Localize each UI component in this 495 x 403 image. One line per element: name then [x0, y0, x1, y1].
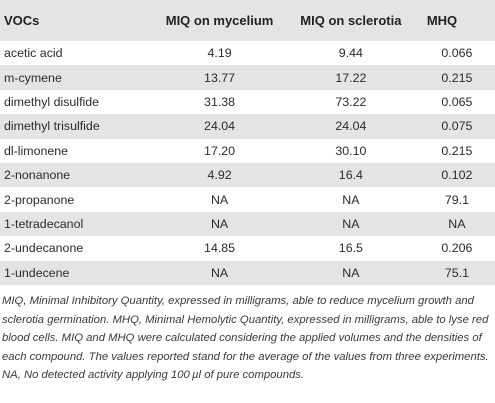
- cell-mhq: 0.075: [441, 119, 473, 134]
- header-miq-sclerotia: MIQ on sclerotia: [300, 13, 402, 28]
- cell-miq-mycelium: 24.04: [204, 119, 236, 134]
- cell-miq-mycelium: NA: [210, 216, 229, 231]
- cell-mhq: 75.1: [444, 265, 469, 280]
- voc-activity-table: VOCs MIQ on mycelium MIQ on sclerotia MH…: [0, 0, 495, 285]
- header-row: VOCs MIQ on mycelium MIQ on sclerotia MH…: [0, 0, 495, 41]
- cell-miq-sclerotia: NA: [342, 216, 360, 231]
- cell-voc: 2-undecanone: [4, 241, 84, 256]
- table-caption: MIQ, Minimal Inhibitory Quantity, expres…: [2, 292, 492, 385]
- cell-miq-sclerotia: 9.44: [338, 46, 363, 61]
- cell-miq-mycelium: 31.38: [204, 94, 236, 109]
- cell-miq-sclerotia: 30.10: [335, 143, 367, 158]
- table-row: 1-tetradecanol NA NA NA: [0, 211, 495, 237]
- cell-voc: 2-propanone: [4, 192, 75, 207]
- cell-miq-mycelium: NA: [210, 192, 229, 207]
- table-row: 2-propanone NA NA 79.1: [0, 187, 495, 211]
- cell-voc: 1-tetradecanol: [4, 216, 84, 231]
- table-row: dimethyl disulfide 31.38 73.22 0.065: [0, 90, 495, 114]
- cell-miq-mycelium: 4.92: [207, 168, 232, 183]
- cell-miq-sclerotia: NA: [342, 265, 360, 280]
- cell-mhq: 79.1: [444, 192, 469, 207]
- table-row: m-cymene 13.77 17.22 0.215: [0, 65, 495, 90]
- cell-mhq: 0.065: [441, 94, 473, 109]
- table-row: dimethyl trisulfide 24.04 24.04 0.075: [0, 114, 495, 139]
- cell-voc: dimethyl trisulfide: [4, 119, 100, 134]
- cell-mhq: 0.215: [441, 70, 473, 85]
- cell-miq-sclerotia: 24.04: [335, 119, 367, 134]
- table-row: acetic acid 4.19 9.44 0.066: [0, 41, 495, 65]
- cell-miq-sclerotia: 16.4: [338, 168, 363, 183]
- cell-mhq: 0.206: [441, 241, 473, 256]
- cell-miq-sclerotia: 17.22: [335, 70, 367, 85]
- table-body: acetic acid 4.19 9.44 0.066 m-cymene 13.77 17.…: [0, 41, 495, 285]
- cell-miq-sclerotia: 73.22: [335, 94, 367, 109]
- cell-voc: dl-limonene: [4, 143, 69, 158]
- header-miq-mycelium: MIQ on mycelium: [165, 13, 274, 28]
- cell-miq-mycelium: 17.20: [204, 143, 236, 158]
- caption-text: MIQ, Minimal Inhibitory Quantity, expres…: [2, 295, 489, 381]
- cell-miq-mycelium: NA: [210, 265, 229, 280]
- header-vocs: VOCs: [4, 13, 40, 28]
- cell-voc: 2-nonanone: [4, 168, 71, 183]
- cell-miq-sclerotia: NA: [342, 192, 360, 207]
- cell-voc: 1-undecene: [4, 265, 70, 280]
- cell-miq-mycelium: 13.77: [204, 70, 236, 85]
- caption-unit: µl: [192, 369, 202, 381]
- cell-mhq: 0.102: [441, 168, 473, 183]
- cell-voc: acetic acid: [4, 46, 63, 61]
- cell-mhq: NA: [448, 216, 466, 231]
- table-row: 1-undecene NA NA 75.1: [0, 260, 495, 285]
- cell-voc: m-cymene: [4, 70, 62, 85]
- cell-miq-sclerotia: 16.5: [338, 241, 363, 256]
- cell-voc: dimethyl disulfide: [4, 94, 100, 109]
- cell-miq-mycelium: 4.19: [207, 46, 232, 61]
- cell-miq-mycelium: 14.85: [204, 241, 236, 256]
- cell-mhq: 0.215: [441, 143, 473, 158]
- table-row: dl-limonene 17.20 30.10 0.215: [0, 139, 495, 163]
- cell-mhq: 0.066: [441, 46, 473, 61]
- caption-text-end: of pure compounds.: [201, 369, 305, 381]
- header-mhq: MHQ: [426, 13, 458, 28]
- table-row: 2-nonanone 4.92 16.4 0.102: [0, 162, 495, 188]
- table-header: VOCs MIQ on mycelium MIQ on sclerotia MH…: [0, 0, 495, 41]
- table-row: 2-undecanone 14.85 16.5 0.206: [0, 236, 495, 260]
